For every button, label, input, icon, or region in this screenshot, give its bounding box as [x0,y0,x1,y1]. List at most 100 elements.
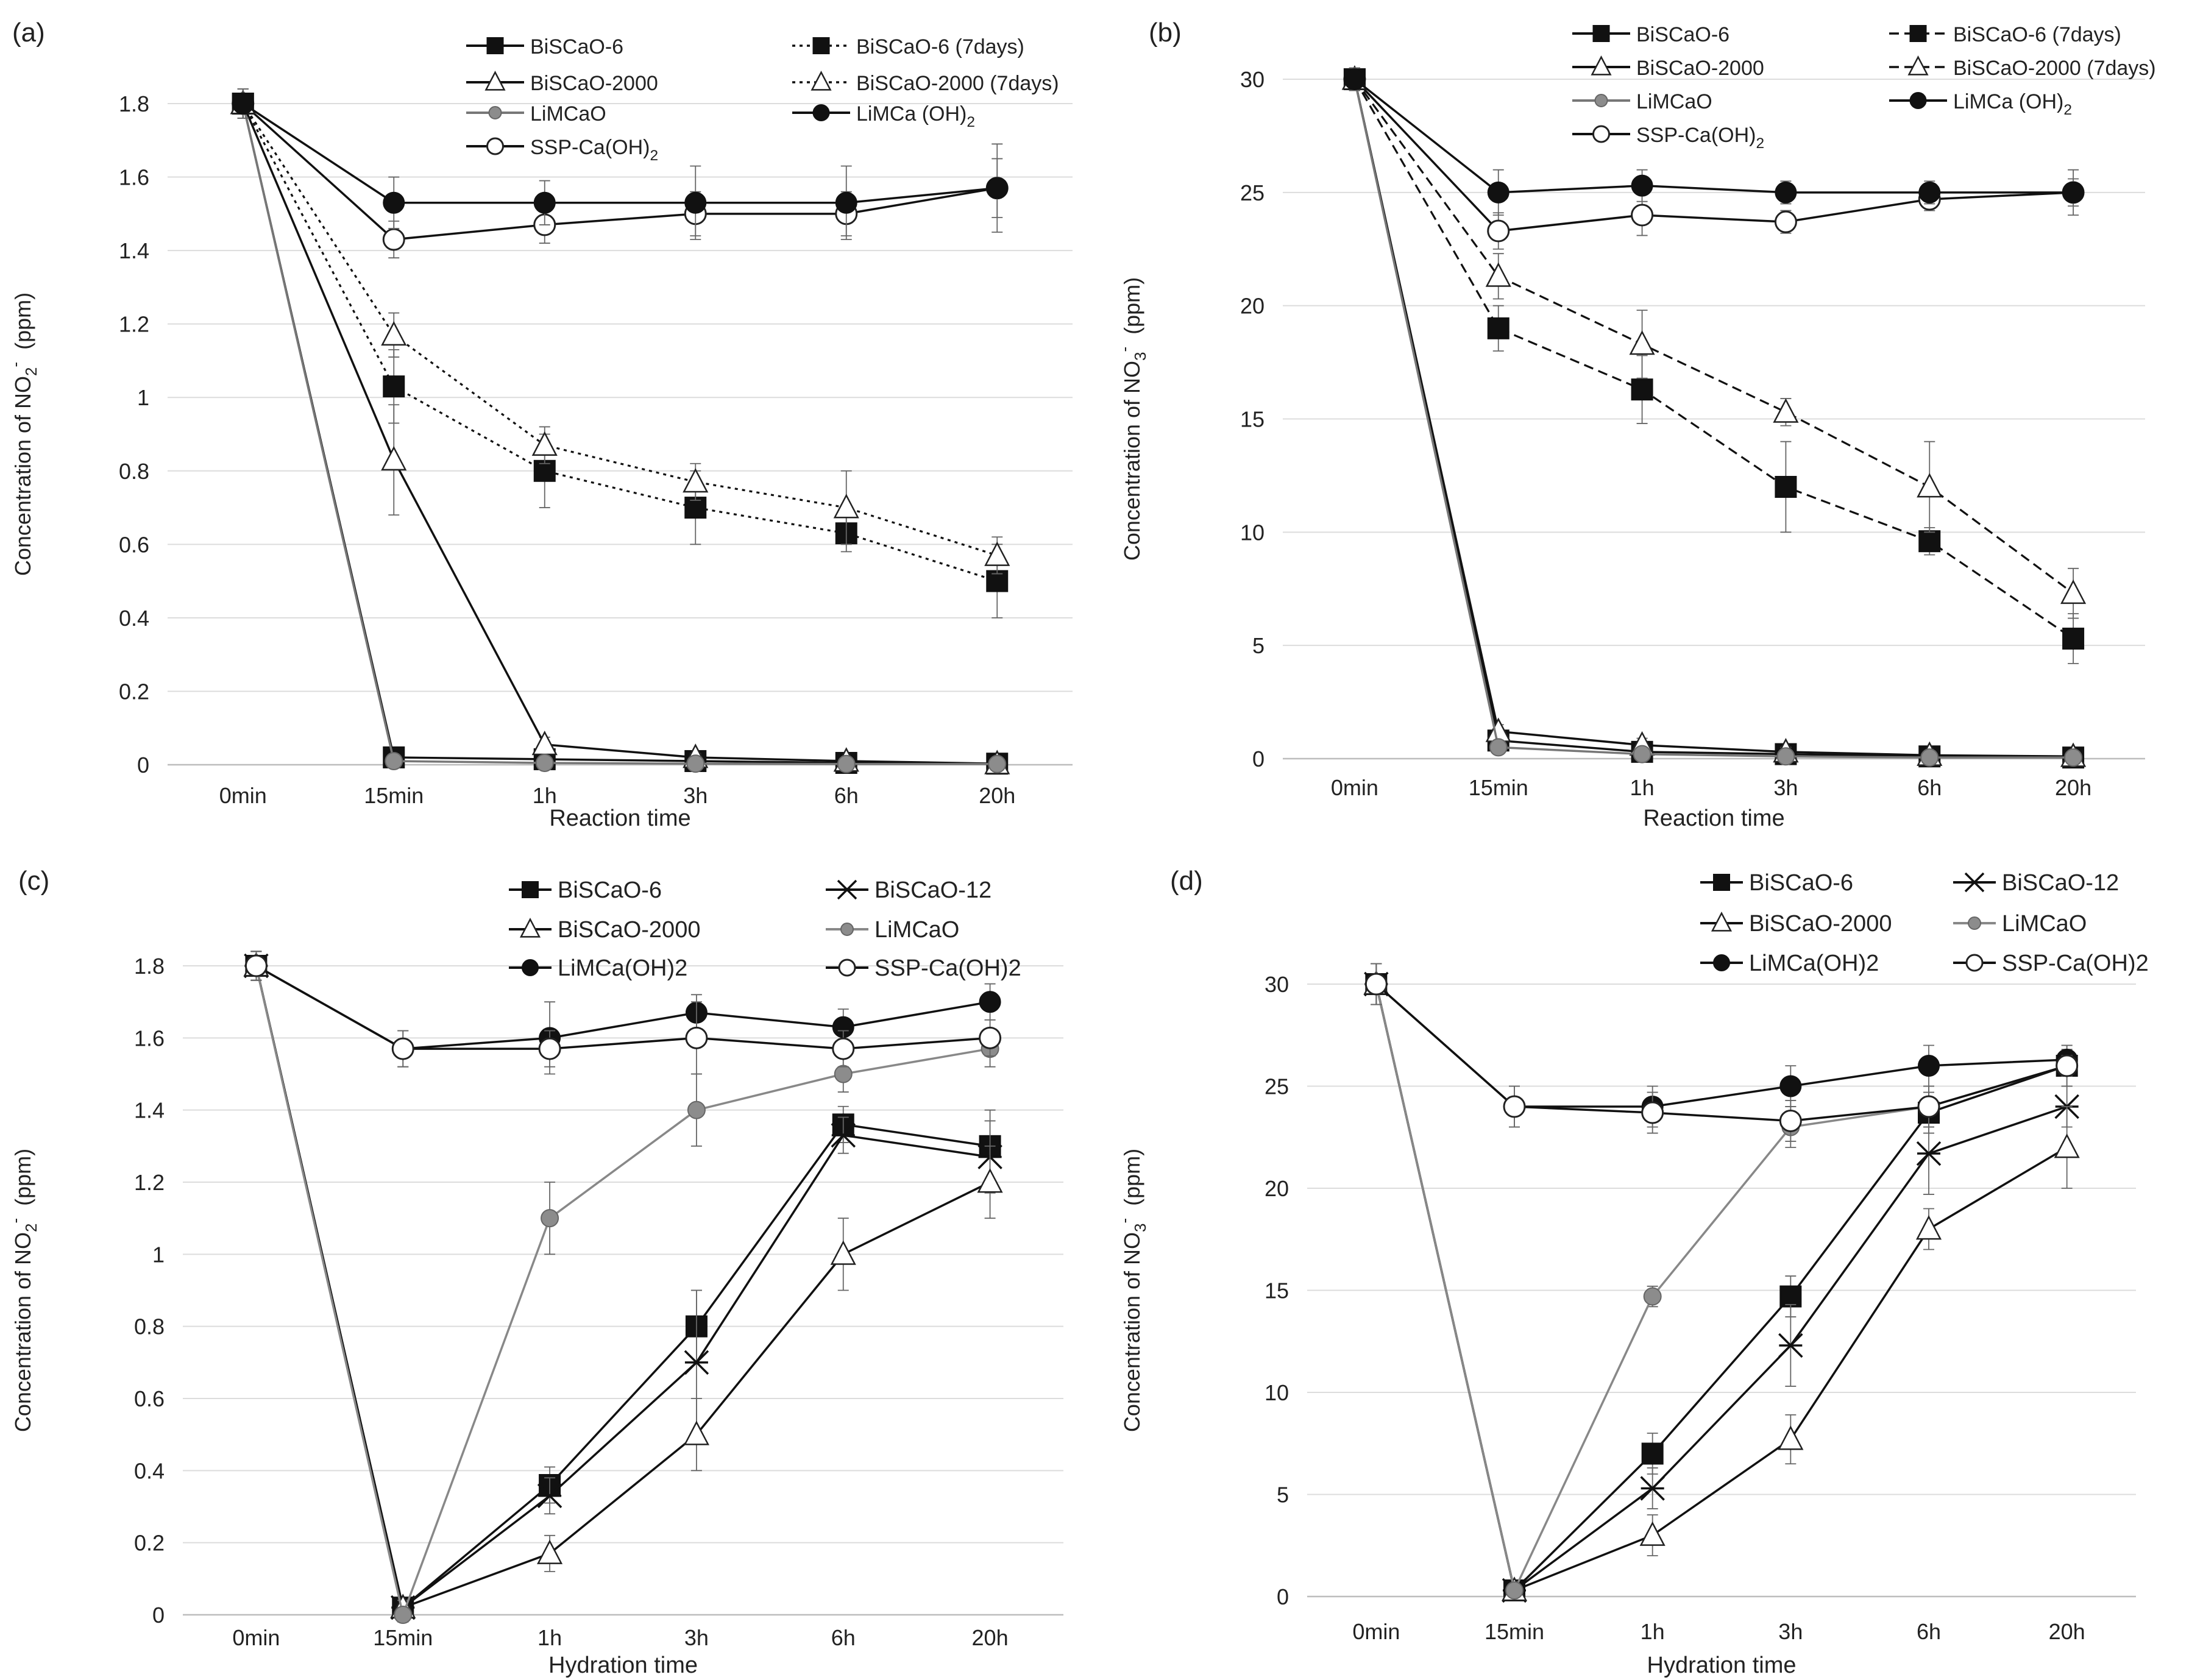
panel-b-legend-label-main: LiMCa (OH) [1953,90,2063,113]
panel-b-series-limca-oh-2-point [2062,181,2085,204]
panel-a-series-limcao-line [242,103,998,765]
panel-a-legend-entry-biscao-2000-7days: BiSCaO-2000 (7days) [792,70,1059,95]
panel-d-series-biscao-6-point [1779,1285,1802,1308]
panel-c-legend-entry-biscao-2000: BiSCaO-2000 [509,917,700,943]
panel-a-series-limcao-point [988,754,1007,773]
panel-b-legend-label-main: BiSCaO-6 [1636,23,1729,46]
panel-b-legend-entry-ssp-ca-oh-2: SSP-Ca(OH)2 [1572,124,1764,152]
panel-b-xlabel: Reaction time [1643,806,1784,831]
panel-a-xtick-label: 20h [979,783,1015,808]
panel-c-ytick-label: 0 [152,1603,165,1628]
panel-c-series-limcao-point [687,1101,706,1119]
panel-b-legend-label: BiSCaO-2000 (7days) [1953,57,2156,80]
panel-b-legend-entry-limca-oh-2: LiMCa (OH)2 [1889,90,2072,118]
panel-a-ylabel: Concentration of NO2- (ppm) [6,292,40,576]
panel-c-xtick-label: 20h [972,1625,1009,1650]
panel-a-ylabel-sub: 2 [22,367,40,376]
panel-b-series-biscao-6-7days-line [1353,79,2074,640]
panel-c-series-limcao-point [834,1065,853,1083]
panel-c-xtick-label: 15min [373,1625,433,1650]
panel-d-legend-marker [1968,916,1981,930]
panel-a-legend-entry-biscao-6: BiSCaO-6 [466,35,623,58]
panel-c-series-biscao-2000 [243,951,1003,1618]
panel-d-series-limca-oh-2-point [1918,1055,1940,1077]
panel-c-legend-label: SSP-Ca(OH)2 [874,955,1021,981]
panel-a-series-biscao-2000-7days-point [833,494,859,519]
panel-a-series-limca-oh-2-point [986,177,1009,199]
panel-b-legend-marker [1592,125,1610,143]
panel-d-xtick-label: 3h [1778,1619,1803,1644]
panel-b-legend-label-main: BiSCaO-2000 (7days) [1953,57,2156,80]
panel-d-series-biscao-12-point [1778,1333,1803,1358]
panel-b-legend-marker [1909,92,1927,109]
panel-d-legend-entry-biscao-12: BiSCaO-12 [1953,870,2119,896]
panel-c-series-biscao-2000-point [683,1420,709,1445]
panel-d-legend-label-main: LiMCa(OH)2 [1749,951,1879,976]
panel-a-series-limcao-point [535,753,554,772]
panel-a-legend-entry-biscao-2000: BiSCaO-2000 [466,70,658,95]
panel-b-ytick-label: 15 [1240,407,1265,432]
panel-d-series-ssp-ca-oh-2-point [1779,1109,1802,1132]
panel-d-legend-label-main: SSP-Ca(OH)2 [2002,951,2149,976]
panel-c-label: (c) [18,866,49,896]
panel-a-ylabel-unit: (ppm) [10,292,35,356]
panel-b-series-biscao-2000-7days-line [1353,79,2074,594]
panel-d-ytick-label: 0 [1277,1584,1289,1609]
panel-c-series-biscao-2000-point [537,1539,563,1564]
panel-a-label: (a) [12,18,45,48]
panel-b-legend-label-main: LiMCaO [1636,90,1712,113]
panel-c-series-ssp-ca-oh-2-point [538,1037,561,1060]
panel-b-ytick-label: 30 [1240,67,1265,92]
panel-c-legend-label-main: BiSCaO-2000 [558,917,700,943]
panel-a-series-biscao-6-7days-line [242,103,998,583]
panel-d-series-ssp-ca-oh-2-point [1364,973,1388,996]
panel-c-legend-label: LiMCaO [874,917,959,943]
panel-a-ytick-label: 1.2 [119,312,149,337]
panel-c-legend-entry-limcao: LiMCaO [826,917,959,943]
panel-a-legend-label-sub: 2 [967,114,975,130]
panel-b-xtick-label: 20h [2055,775,2091,800]
panel-b-ylabel-main: Concentration of NO [1119,361,1144,561]
panel-b-label: (b) [1149,18,1182,48]
panel-d-ylabel: Concentration of NO3- (ppm) [1115,1149,1149,1432]
panel-d-series-biscao-6 [1365,963,2078,1601]
panel-a-ytick-label: 0.2 [119,679,149,704]
panel-b-series-ssp-ca-oh-2-point [1774,210,1797,233]
panel-a-legend-label: SSP-Ca(OH)2 [530,136,658,164]
panel-d-series-ssp-ca-oh-2-point [1917,1095,1940,1118]
panel-b-legend-label: BiSCaO-6 (7days) [1953,23,2121,46]
panel-c-legend-marker [840,923,854,936]
panel-c-series-biscao-12-point [684,1350,709,1375]
panel-b-series-limcao-point [1920,748,1939,767]
panel-b-legend-label: BiSCaO-6 [1636,23,1729,46]
panel-c-ytick-label: 1 [152,1242,165,1267]
panel-c-series-ssp-ca-oh-2-point [391,1037,414,1060]
panel-b-legend-label-main: BiSCaO-6 (7days) [1953,23,2121,46]
panel-d-series-ssp-ca-oh-2-point [1503,1095,1526,1118]
panel-d-series-biscao-2000-point [1915,1215,1942,1240]
panel-c-series-limcao-line [255,965,990,1619]
panel-c-series-biscao-2000-point [830,1240,856,1265]
panel-b-series-limca-oh-2-point [1487,181,1509,204]
panel-a-legend-label: LiMCa (OH)2 [856,102,975,130]
panel-c-ytick-label: 1.6 [134,1026,165,1051]
panel-d-label: (d) [1170,866,1203,896]
panel-c-legend-label: BiSCaO-6 [558,877,662,903]
panel-c-series-ssp-ca-oh-2-point [244,954,268,977]
panel-a-series-ssp-ca-oh-2-point [382,228,405,251]
panel-d-series-ssp-ca-oh-2-line [1375,983,2068,1122]
panel-d: (d) 0 5 10 15 20 25 30 0min 15min 1h 3h 6h 20h Hydrati… [1115,866,2149,1678]
panel-b-legend-marker [1907,55,1929,76]
panel-a-series-limcao [233,88,1007,773]
panel-b-legend-entry-biscao-2000: BiSCaO-2000 [1572,55,1764,80]
panel-c-legend-entry-biscao-6: BiSCaO-6 [509,877,662,903]
panel-b-legend-marker [1909,25,1927,42]
panel-d-series-limca-oh-2 [1365,963,2078,1128]
panel-c-series-biscao-2000-point [977,1168,1003,1193]
panel-c-series-ssp-ca-oh-2 [244,951,1002,1075]
panel-c-series-biscao-6 [245,951,1001,1619]
panel-b-series-limca-oh-2-point [1918,181,1941,204]
panel-c-xtick-label: 1h [537,1625,562,1650]
panel-c-series-limcao [247,951,999,1624]
panel-a-ytick-label: 0.6 [119,532,149,557]
